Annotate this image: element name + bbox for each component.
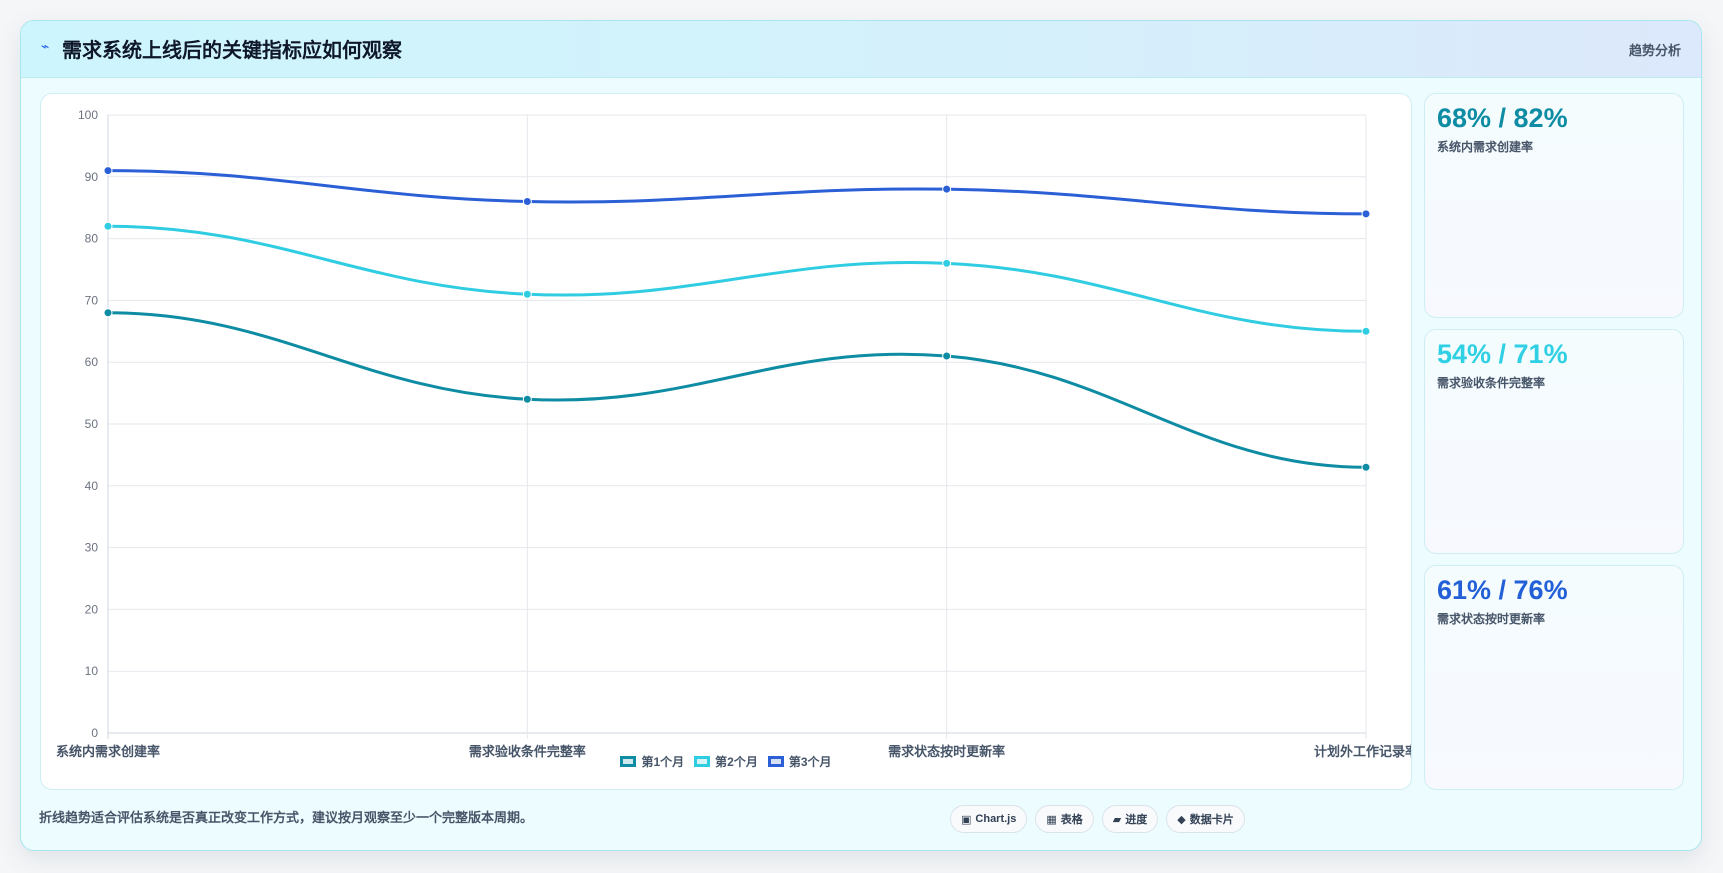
x-tick-label: 计划外工作记录率 <box>1314 744 1411 759</box>
data-point <box>103 308 113 318</box>
y-tick-label: 40 <box>85 479 99 493</box>
stat-value: 68% / 82% <box>1437 103 1568 133</box>
pill-label: 进度 <box>1125 814 1148 826</box>
stat-value: 54% / 71% <box>1437 339 1568 369</box>
data-point <box>1361 462 1371 472</box>
y-tick-label: 30 <box>85 541 99 555</box>
chartjs-pill[interactable]: ▣ Chart.js <box>950 805 1028 833</box>
series-line-3 <box>106 169 1368 216</box>
legend-swatch <box>767 756 784 767</box>
x-tick-label: 系统内需求创建率 <box>56 744 160 759</box>
y-tick-label: 90 <box>85 170 99 184</box>
stat-value: 61% / 76% <box>1437 575 1568 605</box>
data-point <box>522 197 532 207</box>
legend-item-3[interactable]: 第3个月 <box>767 753 832 770</box>
legend-swatch <box>620 756 637 767</box>
legend-item-1[interactable]: 第1个月 <box>620 753 684 770</box>
chart-icon: ▣ <box>961 813 972 826</box>
stat-card-status-update: 61% / 76% 需求状态按时更新率 <box>1424 565 1684 790</box>
stat-label: 需求验收条件完整率 <box>1437 376 1546 390</box>
page-title: 需求系统上线后的关键指标应如何观察 <box>62 40 402 62</box>
table-icon: ▦ <box>1046 813 1057 826</box>
data-card-pill[interactable]: ◆ 数据卡片 <box>1166 805 1245 833</box>
footer-note: 折线趋势适合评估系统是否真正改变工作方式，建议按月观察至少一个完整版本周期。 <box>39 810 534 825</box>
y-tick-label: 80 <box>85 232 99 246</box>
data-point <box>522 394 532 404</box>
pill-label: 数据卡片 <box>1189 814 1234 826</box>
data-point <box>1361 209 1371 219</box>
data-point <box>942 258 952 268</box>
y-tick-label: 10 <box>85 664 99 678</box>
stat-card-acceptance: 54% / 71% 需求验收条件完整率 <box>1424 329 1684 554</box>
legend-swatch <box>694 756 711 767</box>
progress-pill[interactable]: ▰ 进度 <box>1101 805 1159 833</box>
data-point <box>942 184 952 194</box>
y-tick-label: 60 <box>85 355 99 369</box>
stat-card-creation: 68% / 82% 系统内需求创建率 <box>1424 93 1684 318</box>
chart-legend: 第1个月 第2个月 第3个月 <box>41 753 1411 770</box>
data-point <box>103 221 113 231</box>
header-tag: 趋势分析 <box>1628 43 1681 58</box>
diamond-icon: ◆ <box>1177 813 1186 826</box>
y-tick-label: 100 <box>78 108 98 122</box>
y-tick-label: 50 <box>85 417 99 431</box>
x-tick-label: 需求状态按时更新率 <box>888 744 1005 759</box>
chart-panel: 0 10 20 30 40 50 60 70 80 90 100 系统内需求创建率 需求验收条件完整率 需… <box>40 93 1412 790</box>
card-header: ⌁ 需求系统上线后的关键指标应如何观察 趋势分析 <box>21 21 1701 78</box>
x-tick-label: 需求验收条件完整率 <box>469 744 586 759</box>
bolt-icon: ⌁ <box>41 38 50 54</box>
legend-label: 第3个月 <box>788 755 832 769</box>
y-tick-label: 20 <box>85 602 99 616</box>
data-point <box>1361 326 1371 336</box>
stat-label: 需求状态按时更新率 <box>1437 612 1546 626</box>
pill-label: 表格 <box>1060 814 1083 826</box>
series-line-1 <box>106 311 1368 469</box>
series-line-2 <box>106 224 1368 333</box>
view-switcher: ▣ Chart.js ▦ 表格 ▰ 进度 ◆ 数据卡片 <box>950 805 1245 833</box>
data-point <box>103 166 113 176</box>
table-pill[interactable]: ▦ 表格 <box>1035 805 1094 833</box>
y-tick-label: 70 <box>85 293 99 307</box>
data-point <box>522 289 532 299</box>
line-chart: 0 10 20 30 40 50 60 70 80 90 100 系统内需求创建率 需求验收条件完整率 需… <box>56 108 1411 759</box>
legend-item-2[interactable]: 第2个月 <box>694 753 758 770</box>
legend-label: 第2个月 <box>715 755 758 769</box>
legend-label: 第1个月 <box>641 755 685 769</box>
dashboard-card: ⌁ 需求系统上线后的关键指标应如何观察 趋势分析 0 10 20 30 40 50 60 70… <box>20 20 1702 851</box>
data-point <box>942 351 952 361</box>
y-tick-label: 0 <box>91 726 98 740</box>
pill-label: Chart.js <box>975 813 1017 825</box>
progress-icon: ▰ <box>1112 813 1122 826</box>
stat-label: 系统内需求创建率 <box>1437 140 1534 154</box>
